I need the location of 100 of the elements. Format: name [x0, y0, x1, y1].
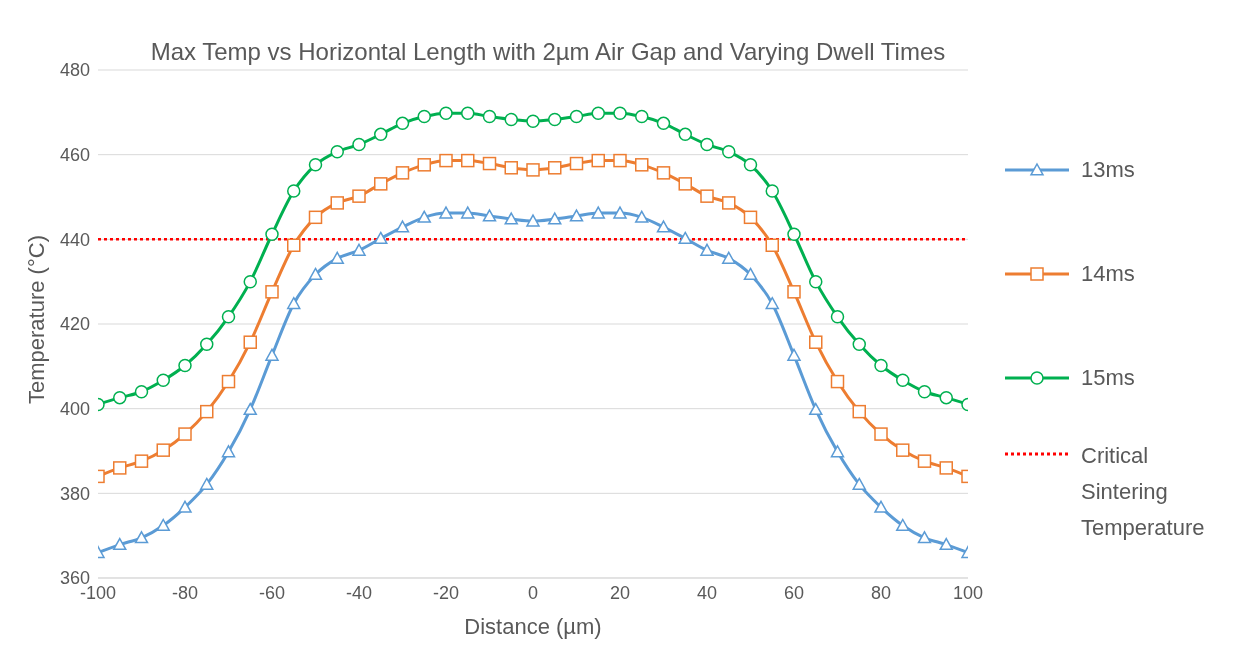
point	[917, 454, 932, 468]
point	[939, 461, 953, 475]
legend-label: Critical Sintering Temperature	[1081, 442, 1206, 542]
point	[200, 477, 214, 490]
point	[439, 206, 453, 219]
point	[156, 373, 170, 388]
point	[526, 214, 540, 227]
point	[809, 335, 823, 349]
point	[134, 454, 149, 468]
y-tick-label: 380	[59, 483, 90, 504]
point	[722, 144, 736, 159]
point	[591, 206, 605, 219]
point	[308, 210, 323, 225]
point	[504, 112, 518, 127]
point	[526, 163, 540, 177]
point	[656, 116, 671, 131]
point	[896, 518, 910, 532]
point	[635, 210, 649, 223]
point	[635, 109, 649, 124]
point	[265, 285, 279, 299]
point	[482, 209, 497, 222]
point	[243, 402, 257, 416]
point	[896, 443, 910, 457]
point	[243, 274, 257, 289]
point	[265, 348, 279, 361]
point	[787, 285, 801, 299]
point	[439, 106, 453, 120]
point	[461, 206, 475, 219]
point	[243, 335, 257, 349]
point	[374, 127, 388, 142]
point	[178, 358, 192, 373]
point	[395, 116, 410, 131]
point	[591, 153, 605, 168]
point	[613, 106, 627, 120]
y-tick-label: 440	[59, 229, 90, 250]
point	[656, 220, 671, 233]
x-tick-label: -60	[258, 582, 286, 603]
point	[504, 212, 518, 225]
point	[417, 210, 431, 223]
x-tick-label: 40	[696, 582, 718, 603]
y-tick-label: 480	[59, 60, 90, 81]
x-tick-label: 100	[952, 582, 984, 603]
point	[548, 161, 562, 175]
point	[830, 310, 845, 324]
point	[265, 227, 279, 241]
point	[830, 445, 845, 458]
point	[308, 267, 323, 281]
point	[330, 144, 344, 159]
x-tick-label: -20	[432, 582, 460, 603]
point	[809, 274, 823, 289]
point	[830, 374, 845, 389]
y-axis-title: Temperature (°C)	[23, 235, 49, 404]
point	[613, 153, 627, 168]
point	[395, 220, 410, 233]
point	[439, 153, 453, 168]
point	[569, 109, 584, 124]
x-axis-title: Distance (µm)	[464, 614, 602, 639]
point	[700, 137, 714, 152]
point	[287, 238, 301, 253]
point	[200, 404, 214, 419]
point	[178, 500, 192, 513]
point	[896, 373, 910, 388]
point	[461, 153, 475, 168]
point	[700, 243, 714, 256]
point	[200, 337, 214, 352]
point	[809, 402, 823, 416]
point	[548, 212, 562, 225]
point	[917, 384, 932, 399]
point	[852, 337, 866, 352]
point	[417, 158, 431, 172]
point	[917, 531, 932, 544]
point	[874, 427, 888, 441]
legend-label: 14ms	[1081, 261, 1135, 287]
legend-label: 15ms	[1081, 365, 1135, 391]
point	[787, 227, 801, 241]
point	[743, 267, 758, 281]
point	[765, 184, 779, 198]
point	[221, 445, 236, 458]
point	[482, 156, 497, 171]
point	[134, 531, 149, 544]
point	[417, 109, 431, 124]
point	[787, 348, 801, 361]
y-tick-label: 460	[59, 145, 90, 166]
point	[178, 427, 192, 441]
point	[548, 112, 562, 127]
point	[700, 189, 714, 203]
x-tick-label: 80	[870, 582, 892, 603]
point	[656, 166, 671, 180]
point	[765, 238, 779, 253]
point	[156, 443, 170, 457]
point	[352, 189, 366, 203]
point	[569, 209, 584, 222]
point	[482, 109, 497, 124]
point	[221, 374, 236, 389]
point	[743, 210, 758, 225]
point	[526, 114, 540, 128]
chart-title: Max Temp vs Horizontal Length with 2µm Air Gap and Varying Dwell Times	[150, 38, 946, 65]
point	[287, 184, 301, 198]
point	[939, 390, 953, 405]
x-tick-label: 0	[527, 582, 539, 603]
